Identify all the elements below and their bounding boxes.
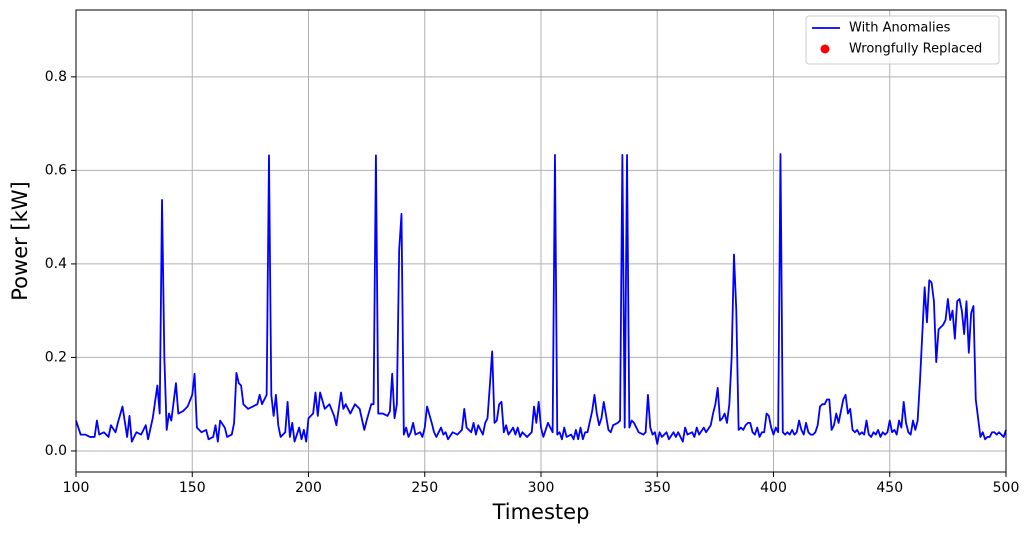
y-tick-label: 0.6 xyxy=(45,162,67,178)
y-tick-label: 0.4 xyxy=(45,256,67,272)
x-tick-label: 100 xyxy=(63,480,90,496)
legend-label: Wrongfully Replaced xyxy=(849,42,982,57)
legend-swatch xyxy=(820,44,830,54)
x-tick-label: 350 xyxy=(644,480,671,496)
y-axis-label: Power [kW] xyxy=(8,181,32,300)
legend-label: With Anomalies xyxy=(849,21,951,36)
x-tick-label: 500 xyxy=(993,480,1020,496)
x-tick-label: 200 xyxy=(295,480,322,496)
x-tick-label: 450 xyxy=(876,480,903,496)
legend-box xyxy=(805,15,1000,65)
x-tick-label: 250 xyxy=(411,480,438,496)
plot-frame xyxy=(75,9,1007,473)
y-tick-label: 0.8 xyxy=(45,69,67,85)
x-tick-label: 300 xyxy=(528,480,555,496)
x-tick-label: 150 xyxy=(179,480,206,496)
y-tick-label: 0.0 xyxy=(45,443,67,459)
data-line xyxy=(75,153,1007,445)
x-tick-label: 400 xyxy=(760,480,787,496)
y-tick-label: 0.2 xyxy=(45,349,67,365)
x-axis-label: Timestep xyxy=(492,500,590,524)
